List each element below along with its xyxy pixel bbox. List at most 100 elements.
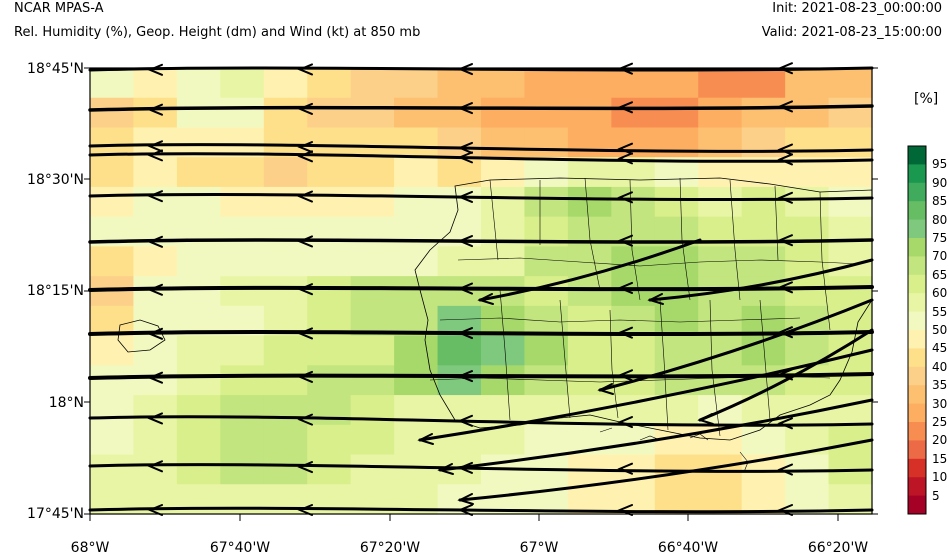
wind-arrow — [297, 461, 313, 474]
humidity-cell — [90, 157, 135, 188]
humidity-cell — [481, 186, 526, 218]
colorbar-swatch — [908, 164, 926, 184]
humidity-cell — [741, 305, 786, 337]
humidity-cell — [394, 365, 439, 396]
wind-arrow — [417, 433, 434, 445]
humidity-cell — [654, 97, 699, 129]
humidity-cell — [698, 127, 743, 158]
humidity-cell — [654, 335, 699, 366]
wind-arrow — [647, 293, 664, 305]
wind-arrow — [457, 327, 473, 340]
humidity-cell — [611, 335, 656, 366]
wind-arrow — [617, 101, 633, 114]
colorbar-label: 25 — [932, 415, 948, 429]
humidity-cell — [698, 484, 743, 515]
humidity-cell — [350, 454, 395, 485]
humidity-cell — [176, 246, 221, 277]
wind-arrow — [297, 504, 313, 516]
humidity-cell — [176, 276, 221, 307]
humidity-cell — [176, 424, 221, 456]
wind-arrow — [457, 504, 473, 516]
wind-arrow — [147, 412, 163, 425]
wind-arrow — [297, 370, 313, 383]
humidity-cell — [350, 365, 395, 396]
wind-arrow — [617, 462, 633, 475]
wind-arrow — [777, 143, 793, 156]
humidity-cell — [350, 335, 395, 366]
humidity-cell — [90, 186, 135, 218]
humidity-cell — [567, 335, 612, 366]
wind-arrow — [617, 504, 633, 516]
humidity-cell — [567, 484, 612, 515]
humidity-cell — [828, 127, 873, 158]
colorbar-label: 90 — [932, 175, 948, 190]
humidity-field — [90, 68, 873, 515]
humidity-cell — [481, 127, 526, 158]
humidity-cell — [437, 68, 482, 99]
humidity-cell — [828, 186, 873, 218]
wind-arrow — [777, 281, 793, 294]
humidity-cell — [307, 424, 352, 456]
lon-label-67-20: 67°20'W — [359, 540, 421, 556]
wind-arrow — [457, 414, 473, 427]
colorbar-swatch — [908, 385, 926, 405]
wind-arrow — [777, 504, 793, 516]
humidity-cell — [437, 276, 482, 307]
wind-arrow — [777, 417, 793, 430]
wind-arrow — [147, 149, 163, 162]
humidity-cell — [307, 365, 352, 396]
humidity-cell — [567, 97, 612, 129]
colorbar-label: 35 — [932, 378, 948, 393]
colorbar-swatch — [908, 274, 926, 294]
humidity-cell — [654, 246, 699, 277]
humidity-cell — [263, 97, 308, 129]
humidity-cell — [394, 97, 439, 129]
humidity-cell — [90, 454, 135, 485]
humidity-cell — [698, 186, 743, 218]
humidity-cell — [220, 276, 265, 307]
lon-label-67: 67°W — [519, 540, 559, 556]
puerto-rico-coastline — [414, 177, 873, 441]
init-time: Init: 2021-08-23_00:00:00 — [772, 1, 942, 16]
colorbar-swatch — [908, 293, 926, 313]
humidity-cell — [524, 68, 569, 99]
humidity-cell — [263, 424, 308, 456]
humidity-cell — [481, 335, 526, 366]
humidity-cell — [741, 97, 786, 129]
humidity-cell — [220, 186, 265, 218]
humidity-cell — [828, 216, 873, 247]
wind-arrow — [297, 283, 313, 296]
humidity-cell — [741, 127, 786, 158]
wind-arrow — [457, 282, 473, 295]
humidity-cell — [220, 484, 265, 515]
humidity-cell — [350, 246, 395, 277]
humidity-cell — [220, 97, 265, 129]
humidity-cell — [307, 127, 352, 158]
humidity-cell — [176, 97, 221, 129]
humidity-cell — [263, 157, 308, 188]
humidity-cell — [220, 68, 265, 99]
humidity-cell — [698, 97, 743, 129]
wind-arrow — [147, 371, 163, 384]
humidity-cell — [828, 365, 873, 396]
humidity-cell — [437, 127, 482, 158]
humidity-cell — [524, 335, 569, 366]
humidity-cell — [90, 424, 135, 456]
streamline — [458, 438, 874, 502]
humidity-cell — [785, 276, 830, 307]
colorbar-label: 5 — [932, 488, 940, 503]
wind-arrow — [777, 234, 793, 247]
wind-arrow — [457, 493, 474, 505]
municipio-borders — [429, 177, 861, 437]
streamline — [88, 238, 874, 244]
colorbar — [907, 145, 927, 515]
humidity-cell — [220, 157, 265, 188]
streamline — [478, 238, 702, 302]
colorbar-swatch — [908, 182, 926, 202]
colorbar-label: 55 — [932, 304, 948, 319]
wind-arrow — [457, 102, 473, 115]
humidity-cell — [307, 246, 352, 277]
wind-arrow — [297, 63, 313, 76]
colorbar-swatch — [908, 238, 926, 257]
wind-arrow — [617, 369, 633, 382]
